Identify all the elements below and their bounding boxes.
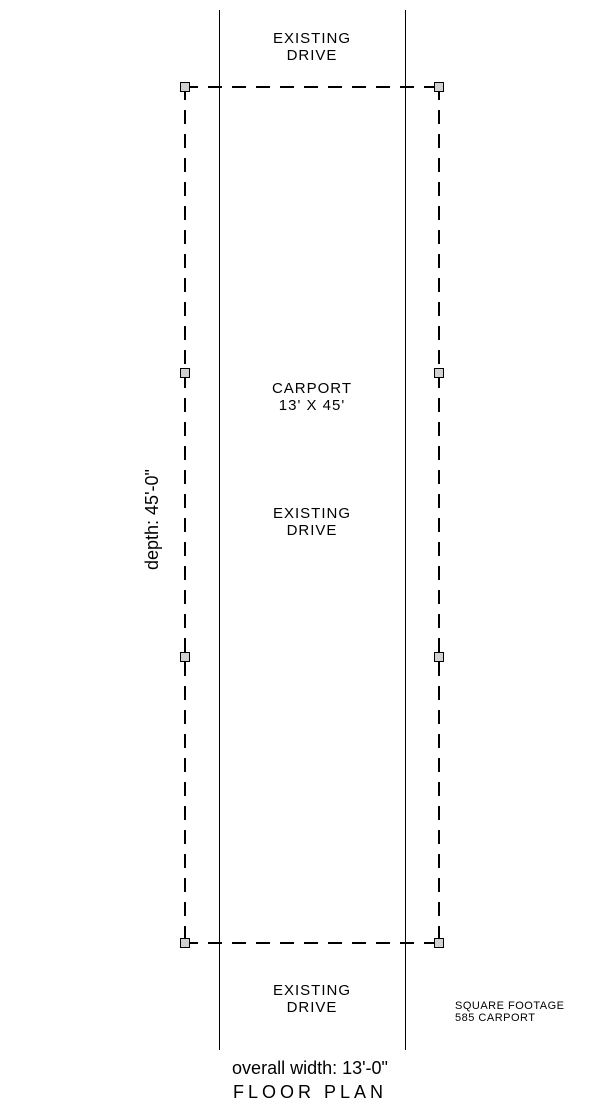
support-post <box>180 652 190 662</box>
sqft-line1: SQUARE FOOTAGE <box>455 1000 595 1012</box>
sqft-line2: 585 CARPORT <box>455 1012 595 1024</box>
existing-drive-top-label: EXISTING DRIVE <box>219 30 405 64</box>
existing-drive-bot-label: EXISTING DRIVE <box>219 982 405 1016</box>
floor-plan-stage: EXISTING DRIVE CARPORT 13' X 45' EXISTIN… <box>0 0 600 1119</box>
carport-dims: 13' X 45' <box>219 397 405 414</box>
carport-name: CARPORT <box>219 380 405 397</box>
existing-drive-mid-line2: DRIVE <box>219 522 405 539</box>
plan-title: FLOOR PLAN <box>180 1082 440 1103</box>
support-post <box>180 938 190 948</box>
existing-drive-bot-line1: EXISTING <box>219 982 405 999</box>
support-post <box>180 82 190 92</box>
square-footage-note: SQUARE FOOTAGE 585 CARPORT <box>455 1000 595 1024</box>
existing-drive-mid-label: EXISTING DRIVE <box>219 505 405 539</box>
width-dimension-label: overall width: 13'-0" <box>180 1058 440 1079</box>
support-post <box>434 938 444 948</box>
depth-dimension-label: depth: 45'-0" <box>142 469 163 570</box>
drive-line-right <box>405 10 406 1050</box>
carport-label: CARPORT 13' X 45' <box>219 380 405 414</box>
existing-drive-mid-line1: EXISTING <box>219 505 405 522</box>
existing-drive-bot-line2: DRIVE <box>219 999 405 1016</box>
support-post <box>434 652 444 662</box>
support-post <box>434 82 444 92</box>
existing-drive-top-line2: DRIVE <box>219 47 405 64</box>
existing-drive-top-line1: EXISTING <box>219 30 405 47</box>
support-post <box>434 368 444 378</box>
support-post <box>180 368 190 378</box>
